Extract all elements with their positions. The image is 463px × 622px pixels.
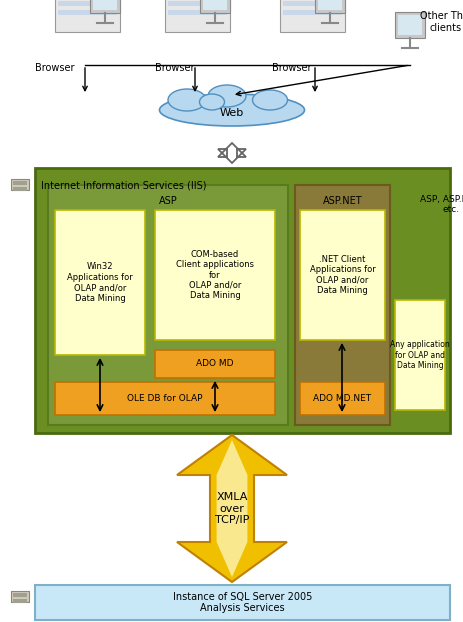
Polygon shape (216, 440, 247, 577)
FancyBboxPatch shape (294, 185, 389, 425)
Text: ASP.NET: ASP.NET (322, 196, 362, 206)
FancyBboxPatch shape (300, 382, 384, 415)
FancyBboxPatch shape (35, 168, 449, 433)
FancyBboxPatch shape (55, 382, 275, 415)
FancyBboxPatch shape (282, 1, 341, 6)
FancyBboxPatch shape (155, 210, 275, 340)
FancyBboxPatch shape (397, 15, 421, 35)
Text: OLE DB for OLAP: OLE DB for OLAP (127, 394, 202, 403)
FancyBboxPatch shape (168, 10, 226, 15)
FancyBboxPatch shape (55, 0, 120, 32)
FancyBboxPatch shape (203, 0, 226, 10)
Ellipse shape (199, 94, 224, 110)
Ellipse shape (159, 94, 304, 126)
FancyBboxPatch shape (13, 599, 27, 603)
Ellipse shape (168, 89, 206, 111)
Text: Instance of SQL Server 2005
Analysis Services: Instance of SQL Server 2005 Analysis Ser… (172, 592, 312, 613)
FancyBboxPatch shape (90, 0, 120, 13)
FancyBboxPatch shape (93, 0, 117, 10)
FancyBboxPatch shape (13, 187, 27, 191)
FancyBboxPatch shape (58, 10, 117, 15)
FancyBboxPatch shape (35, 585, 449, 620)
Polygon shape (176, 435, 287, 582)
FancyBboxPatch shape (13, 593, 27, 597)
FancyBboxPatch shape (11, 591, 29, 602)
FancyBboxPatch shape (300, 210, 384, 340)
Text: COM-based
Client applications
for
OLAP and/or
Data Mining: COM-based Client applications for OLAP a… (175, 249, 253, 300)
FancyBboxPatch shape (394, 12, 424, 38)
Ellipse shape (207, 85, 245, 107)
FancyBboxPatch shape (200, 0, 230, 13)
FancyBboxPatch shape (55, 210, 144, 355)
Text: Internet Information Services (IIS): Internet Information Services (IIS) (41, 180, 206, 190)
FancyBboxPatch shape (168, 1, 226, 6)
Text: ASP, ASP.NET,
etc.: ASP, ASP.NET, etc. (419, 195, 463, 215)
Text: Browser: Browser (271, 63, 311, 73)
Text: ASP: ASP (158, 196, 177, 206)
FancyBboxPatch shape (317, 0, 341, 10)
Text: .NET Client
Applications for
OLAP and/or
Data Mining: .NET Client Applications for OLAP and/or… (309, 255, 375, 295)
FancyBboxPatch shape (48, 185, 288, 425)
Text: Any application
for OLAP and
Data Mining: Any application for OLAP and Data Mining (389, 340, 449, 370)
Text: Web: Web (219, 108, 244, 118)
FancyBboxPatch shape (155, 350, 275, 378)
FancyBboxPatch shape (13, 181, 27, 185)
Text: Other Thin
clients: Other Thin clients (419, 11, 463, 33)
Text: Win32
Applications for
OLAP and/or
Data Mining: Win32 Applications for OLAP and/or Data … (67, 262, 132, 302)
FancyBboxPatch shape (279, 0, 344, 32)
FancyBboxPatch shape (282, 10, 341, 15)
FancyBboxPatch shape (58, 1, 117, 6)
Text: ADO MD: ADO MD (196, 360, 233, 368)
Text: Browser: Browser (35, 63, 75, 73)
Text: ADO MD.NET: ADO MD.NET (313, 394, 371, 403)
FancyBboxPatch shape (165, 0, 230, 32)
Text: Browser: Browser (155, 63, 194, 73)
Polygon shape (218, 143, 245, 163)
Ellipse shape (252, 90, 287, 110)
FancyBboxPatch shape (394, 300, 444, 410)
FancyBboxPatch shape (314, 0, 344, 13)
FancyBboxPatch shape (11, 179, 29, 190)
Text: XMLA
over
TCP/IP: XMLA over TCP/IP (214, 492, 249, 525)
